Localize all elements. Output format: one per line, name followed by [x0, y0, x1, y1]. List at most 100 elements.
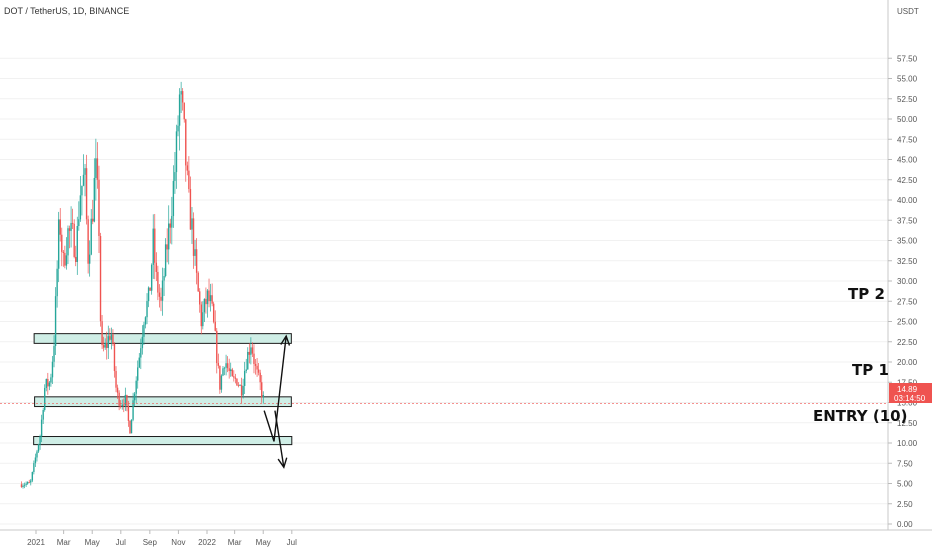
candle-body [161, 280, 164, 301]
candle-body [208, 290, 210, 302]
candle-body [123, 404, 125, 406]
candle-body [219, 365, 221, 390]
y-tick-label: 52.50 [897, 95, 918, 104]
y-tick-label: 40.00 [897, 196, 918, 205]
candle-body [48, 382, 51, 387]
candle-body [135, 380, 137, 394]
projection-up-path[interactable] [263, 335, 287, 442]
candle-body [34, 457, 37, 464]
candle-body [98, 179, 100, 237]
x-axis[interactable]: 2021 Mar May Jul Sep Nov 2022 Mar May Jul [27, 530, 297, 547]
candle-body [132, 400, 134, 420]
candle-body [45, 378, 47, 388]
y-tick-label: 27.50 [897, 297, 918, 306]
y-tick-label: 7.50 [897, 459, 913, 468]
candle-body [212, 303, 215, 322]
candle-body [261, 382, 263, 398]
candle-body [146, 301, 148, 318]
candle-body [188, 170, 190, 190]
candle-body [129, 420, 131, 434]
candle-body [109, 336, 111, 340]
candle-body [121, 404, 123, 407]
candle-body [228, 368, 230, 372]
candle-body [119, 405, 122, 407]
candle-body [157, 271, 159, 293]
candle-body [88, 254, 91, 264]
candle-body [166, 244, 168, 250]
candle-body [106, 343, 108, 348]
entry-label: ENTRY (10) [813, 407, 907, 425]
candle-body [44, 387, 46, 411]
y-tick-label: 25.00 [897, 318, 918, 327]
candle-body [242, 385, 244, 396]
x-tick-label: Jul [287, 538, 297, 547]
candle-body [183, 102, 185, 120]
candle-body [203, 298, 206, 313]
candle-body [181, 91, 184, 103]
projection-down-path[interactable] [274, 410, 285, 468]
y-tick-label: 42.50 [897, 176, 918, 185]
candle-body [143, 324, 145, 337]
entry-zone[interactable] [33, 436, 293, 446]
x-tick-label: Jul [116, 538, 126, 547]
candle-body [223, 367, 226, 369]
x-tick-label: Nov [171, 538, 185, 547]
tp1-label: TP 1 [852, 361, 889, 379]
candle-body [81, 185, 83, 196]
candle-body [75, 256, 77, 262]
y-tick-label: 2.50 [897, 500, 913, 509]
candle-body [174, 172, 176, 181]
candle-body [137, 367, 139, 381]
candle-body [25, 483, 27, 485]
candle-body [211, 295, 213, 304]
chart-title: DOT / TetherUS, 1D, BINANCE [4, 6, 129, 16]
candle-body [150, 264, 153, 291]
candle-body [112, 334, 114, 344]
tp1-zone[interactable] [34, 396, 292, 408]
candle-body [79, 195, 82, 220]
x-tick-label: Sep [143, 538, 158, 547]
tp2-label: TP 2 [848, 285, 885, 303]
y-tick-label: 35.00 [897, 237, 918, 246]
candle-body [220, 375, 223, 390]
candle-body [237, 385, 240, 387]
candle-body [254, 363, 257, 366]
candle-body [189, 189, 192, 230]
candle-body [259, 372, 261, 383]
candle-body [226, 363, 229, 369]
y-tick-label: 45.00 [897, 156, 918, 165]
candle-body [164, 244, 167, 277]
candle-body [50, 377, 52, 383]
candle-body [225, 363, 227, 368]
candles [20, 81, 264, 489]
candle-body [126, 394, 128, 406]
y-tick-label: 50.00 [897, 115, 918, 124]
candle-body [171, 216, 173, 228]
candle-body [236, 378, 238, 386]
candle-body [51, 361, 54, 378]
candle-body [192, 218, 195, 256]
candle-body [28, 482, 30, 483]
candle-body [47, 378, 49, 387]
x-tick-label: May [256, 538, 271, 547]
candle-body [155, 262, 158, 272]
y-axis[interactable]: 0.002.505.007.5010.0012.5015.0017.5020.0… [888, 54, 918, 529]
candle-body [113, 343, 116, 372]
y-tick-label: 22.50 [897, 338, 918, 347]
candle-body [57, 219, 60, 269]
candle-body [73, 223, 75, 257]
candle-body [177, 125, 179, 132]
candle-body [85, 168, 88, 220]
candle-body [39, 436, 41, 445]
x-tick-label: Mar [57, 538, 71, 547]
candle-body [71, 222, 74, 224]
zones [33, 333, 293, 446]
candle-body [115, 371, 117, 388]
projection-down-path-arrowhead [277, 457, 288, 469]
candle-body [92, 218, 94, 222]
tp2-zone[interactable] [33, 333, 292, 344]
candle-body [240, 385, 243, 396]
candle-body [180, 91, 182, 95]
candle-body [250, 347, 252, 355]
